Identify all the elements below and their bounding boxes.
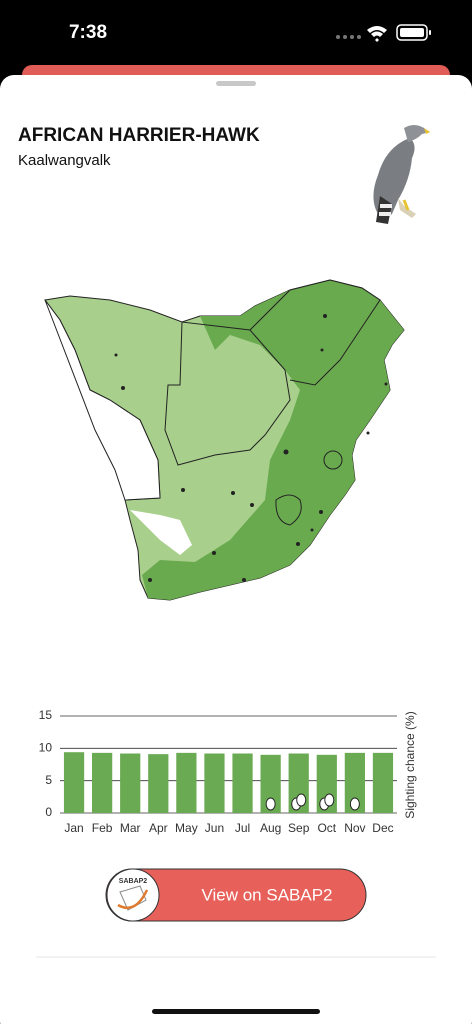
- bar: [63, 752, 85, 813]
- egg: [296, 793, 307, 807]
- drag-handle[interactable]: [216, 81, 256, 86]
- x-tick-label: Oct: [317, 821, 336, 835]
- x-tick-label: Feb: [92, 821, 113, 835]
- bar: [232, 753, 253, 813]
- x-tick-label: Sep: [288, 821, 310, 835]
- bar: [176, 752, 197, 813]
- bar: [260, 754, 281, 813]
- x-tick-label: Jan: [64, 821, 83, 835]
- breeding-eggs: [265, 797, 276, 811]
- bar: [372, 752, 394, 813]
- button-label: View on SABAP2: [201, 885, 332, 904]
- y-axis-label: Sighting chance (%): [403, 711, 417, 818]
- x-tick-label: Dec: [372, 821, 393, 835]
- breeding-eggs: [319, 793, 335, 811]
- sighting-chart: 0 5 10 15 Jan Feb Mar Apr May Jun Jul Aug Sep Oct Nov D…: [39, 708, 397, 835]
- x-tick-label: May: [175, 821, 198, 835]
- y-tick-label: 0: [45, 805, 52, 819]
- sabap2-button[interactable]: SABAP2 View on SABAP2: [105, 868, 367, 922]
- bar: [204, 753, 225, 813]
- y-tick-label: 5: [45, 773, 52, 787]
- status-icons: [336, 24, 431, 42]
- bar: [92, 752, 113, 813]
- logo-text: SABAP2: [119, 878, 148, 885]
- x-tick-label: Jun: [205, 821, 224, 835]
- x-tick-label: Jul: [235, 821, 250, 835]
- bar: [148, 754, 169, 813]
- bar: [120, 753, 141, 813]
- breeding-eggs: [349, 797, 360, 811]
- breeding-eggs: [291, 793, 307, 811]
- y-tick-label: 10: [39, 741, 53, 755]
- sabap2-logo: [106, 868, 160, 922]
- x-tick-label: Nov: [344, 821, 365, 835]
- bird-illustration: [373, 125, 430, 224]
- x-tick-label: Apr: [149, 821, 168, 835]
- x-tick-label: Aug: [260, 821, 281, 835]
- distribution-map: [44, 279, 405, 601]
- y-tick-label: 15: [39, 708, 53, 722]
- home-indicator: [152, 1009, 320, 1014]
- bar: [344, 752, 365, 813]
- egg: [349, 797, 360, 811]
- egg: [324, 793, 335, 807]
- status-time: 7:38: [69, 22, 107, 43]
- bird-title: AFRICAN HARRIER-HAWK: [18, 125, 260, 146]
- bird-subtitle: Kaalwangvalk: [18, 152, 111, 169]
- egg: [265, 797, 276, 811]
- x-tick-label: Mar: [120, 821, 141, 835]
